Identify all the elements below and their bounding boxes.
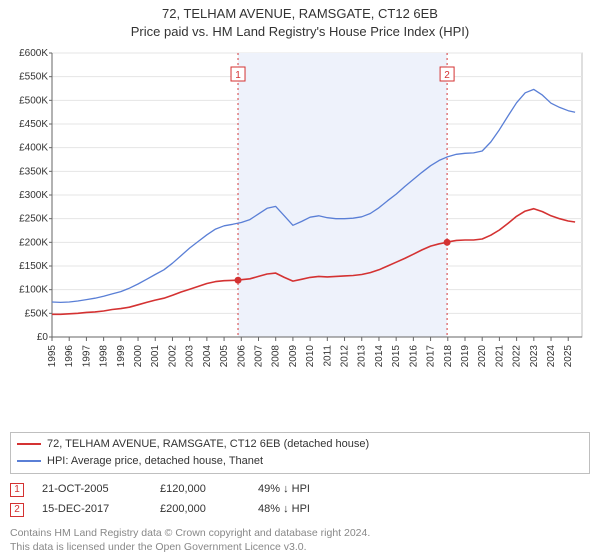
svg-text:£350K: £350K	[19, 166, 48, 177]
svg-text:2017: 2017	[426, 344, 437, 367]
legend-item: HPI: Average price, detached house, Than…	[17, 453, 583, 470]
title-main: 72, TELHAM AVENUE, RAMSGATE, CT12 6EB	[10, 6, 590, 23]
marker-row: 1 21-OCT-2005 £120,000 49% ↓ HPI	[10, 480, 590, 500]
legend-swatch	[17, 460, 41, 462]
marker-number-box: 1	[10, 483, 24, 497]
footnote-line: Contains HM Land Registry data © Crown c…	[10, 526, 590, 540]
chart-area: £0 £50K £100K £150K £200K £250K £300K £350K £400…	[10, 47, 590, 428]
chart-titles: 72, TELHAM AVENUE, RAMSGATE, CT12 6EB Pr…	[10, 6, 590, 41]
svg-text:£50K: £50K	[25, 308, 49, 319]
svg-text:2021: 2021	[494, 344, 505, 367]
svg-text:2019: 2019	[460, 344, 471, 367]
svg-text:2020: 2020	[477, 344, 488, 367]
svg-text:2013: 2013	[357, 344, 368, 367]
svg-text:1998: 1998	[99, 344, 110, 367]
marker-row: 2 15-DEC-2017 £200,000 48% ↓ HPI	[10, 500, 590, 520]
svg-text:£450K: £450K	[19, 119, 48, 130]
svg-text:2002: 2002	[167, 344, 178, 367]
svg-text:2014: 2014	[374, 344, 385, 367]
svg-text:2004: 2004	[202, 344, 213, 367]
legend: 72, TELHAM AVENUE, RAMSGATE, CT12 6EB (d…	[10, 432, 590, 474]
marker-number-box: 2	[10, 503, 24, 517]
legend-item: 72, TELHAM AVENUE, RAMSGATE, CT12 6EB (d…	[17, 436, 583, 453]
svg-text:2006: 2006	[236, 344, 247, 367]
chart-svg: £0 £50K £100K £150K £200K £250K £300K £350K £400…	[10, 47, 586, 387]
marker-date: 15-DEC-2017	[42, 500, 142, 520]
marker-number: 1	[14, 481, 20, 499]
svg-text:£0: £0	[37, 332, 49, 343]
svg-text:£100K: £100K	[19, 284, 48, 295]
svg-text:2012: 2012	[340, 344, 351, 367]
legend-label: 72, TELHAM AVENUE, RAMSGATE, CT12 6EB (d…	[47, 436, 369, 453]
svg-text:2015: 2015	[391, 344, 402, 367]
svg-text:1996: 1996	[64, 344, 75, 367]
footnote: Contains HM Land Registry data © Crown c…	[10, 526, 590, 554]
marker-date: 21-OCT-2005	[42, 480, 142, 500]
svg-text:2005: 2005	[219, 344, 230, 367]
svg-text:£150K: £150K	[19, 261, 48, 272]
svg-text:1997: 1997	[81, 344, 92, 367]
svg-text:2016: 2016	[408, 344, 419, 367]
title-sub: Price paid vs. HM Land Registry's House …	[10, 24, 590, 41]
legend-label: HPI: Average price, detached house, Than…	[47, 453, 263, 470]
svg-text:£200K: £200K	[19, 237, 48, 248]
marker-pct: 48% ↓ HPI	[258, 500, 310, 520]
svg-text:2007: 2007	[253, 344, 264, 367]
marker-pct: 49% ↓ HPI	[258, 480, 310, 500]
svg-text:2003: 2003	[185, 344, 196, 367]
svg-text:£500K: £500K	[19, 95, 48, 106]
svg-text:2010: 2010	[305, 344, 316, 367]
marker-number: 2	[14, 501, 20, 519]
svg-text:£250K: £250K	[19, 213, 48, 224]
svg-text:2011: 2011	[322, 344, 333, 366]
svg-text:2023: 2023	[529, 344, 540, 367]
svg-text:2001: 2001	[150, 344, 161, 367]
svg-text:2000: 2000	[133, 344, 144, 367]
svg-text:£400K: £400K	[19, 142, 48, 153]
svg-text:1995: 1995	[47, 344, 58, 367]
svg-text:2: 2	[444, 70, 450, 81]
svg-text:1: 1	[235, 70, 241, 81]
footnote-line: This data is licensed under the Open Gov…	[10, 540, 590, 554]
svg-text:£300K: £300K	[19, 190, 48, 201]
marker-price: £120,000	[160, 480, 240, 500]
svg-text:£600K: £600K	[19, 48, 48, 59]
svg-text:2024: 2024	[546, 344, 557, 367]
svg-text:2018: 2018	[443, 344, 454, 367]
svg-text:1999: 1999	[116, 344, 127, 367]
svg-text:2025: 2025	[563, 344, 574, 367]
svg-text:£550K: £550K	[19, 71, 48, 82]
svg-text:2008: 2008	[271, 344, 282, 367]
marker-table: 1 21-OCT-2005 £120,000 49% ↓ HPI 2 15-DE…	[10, 480, 590, 520]
svg-text:2009: 2009	[288, 344, 299, 367]
legend-swatch	[17, 443, 41, 445]
marker-price: £200,000	[160, 500, 240, 520]
svg-text:2022: 2022	[512, 344, 523, 367]
